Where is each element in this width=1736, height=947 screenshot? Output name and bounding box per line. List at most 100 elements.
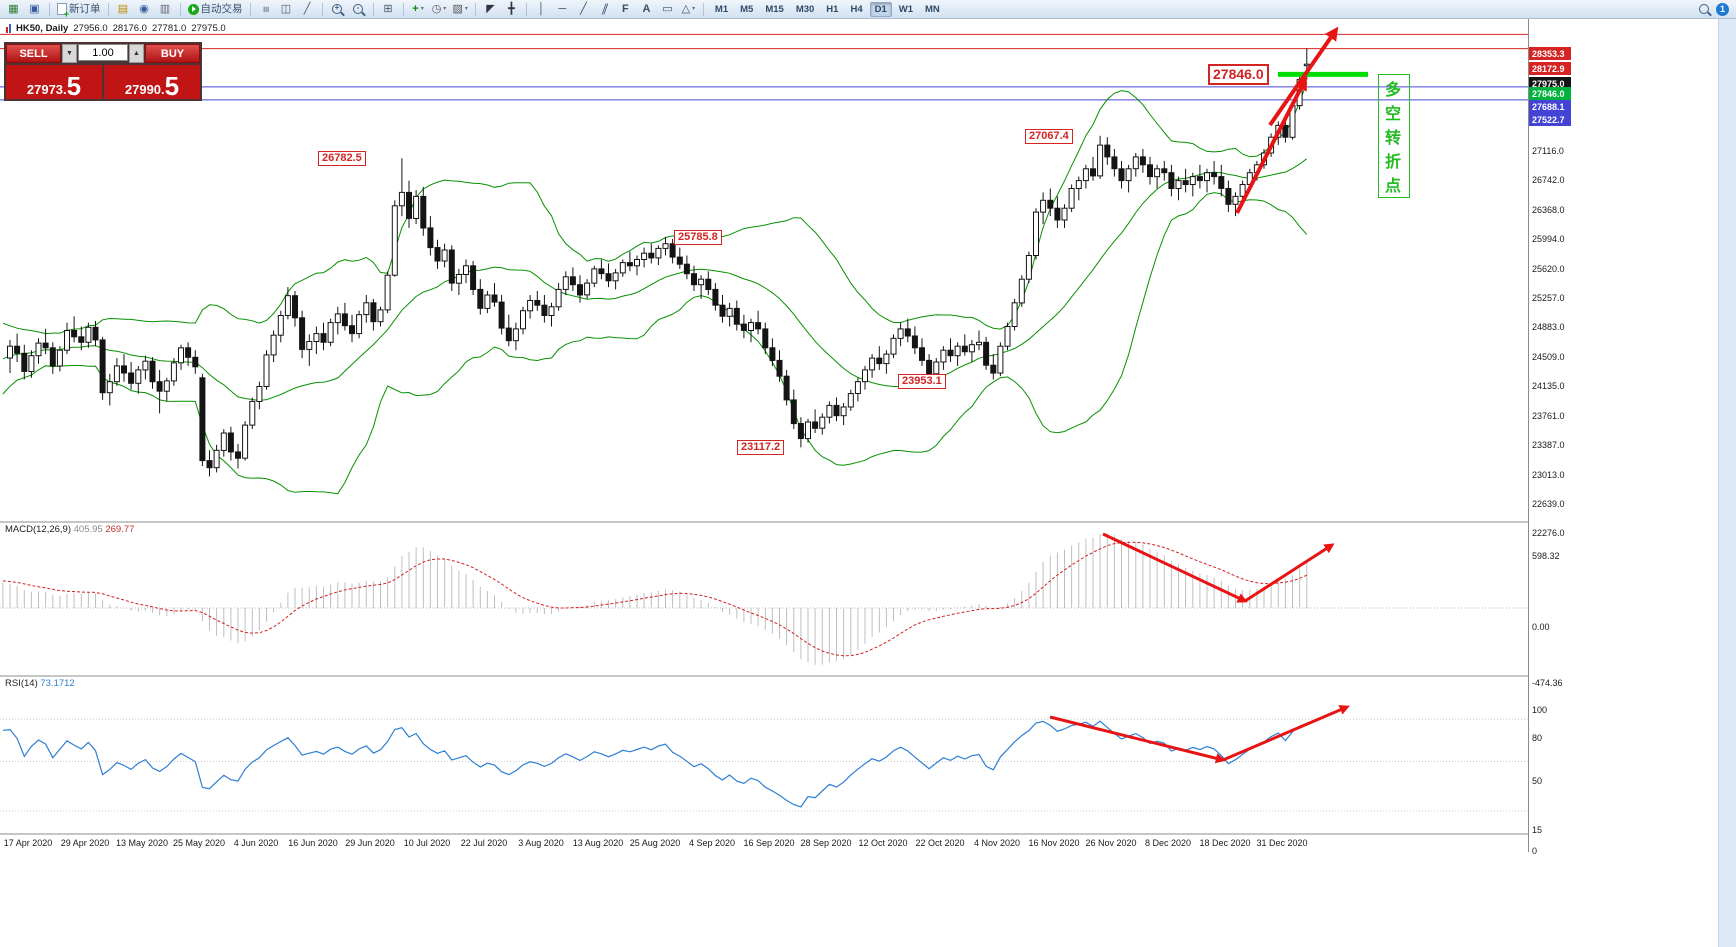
rsi-label: RSI(14): [5, 678, 38, 689]
timeframe-MN[interactable]: MN: [925, 3, 940, 15]
toolbar-separator: [49, 2, 50, 16]
toolbar-separator: [179, 2, 181, 16]
channel-icon: ∥: [599, 2, 610, 15]
price-tick: 25257.0: [1532, 293, 1565, 303]
price-tag: 28172.9: [1529, 62, 1571, 75]
new-order-icon: [57, 3, 69, 18]
one-click-trade-panel: SELL ▼ ▲ BUY 27973.5 27990.5: [4, 42, 202, 101]
timeframe-M5[interactable]: M5: [740, 3, 754, 15]
candlestick-chart-button[interactable]: ◫: [277, 2, 296, 17]
horizontal-line-icon: ─: [558, 2, 567, 15]
timeframe-M30[interactable]: M30: [795, 3, 815, 15]
line-chart-button[interactable]: ╱: [298, 2, 317, 17]
date-label: 8 Dec 2020: [1144, 838, 1192, 848]
text-button[interactable]: A: [637, 2, 656, 17]
channel-button[interactable]: ∥: [595, 2, 614, 17]
timeframe-M15[interactable]: M15: [765, 3, 784, 15]
sell-price-main: 27973.: [26, 81, 67, 97]
timeframe-M1[interactable]: M1: [714, 3, 729, 15]
search-icon[interactable]: [1699, 4, 1709, 14]
price-tick: 24135.0: [1532, 381, 1565, 391]
price-annotation: 23117.2: [737, 440, 785, 455]
rsi-axis-value: 80: [1532, 733, 1543, 743]
shapes-icon: △: [681, 2, 691, 15]
price-tick: 25620.0: [1532, 264, 1565, 274]
price-annotation: 26782.5: [318, 151, 366, 166]
volume-increase-button[interactable]: ▲: [129, 44, 144, 63]
toolbar-separator: [107, 2, 109, 16]
autotrading-button[interactable]: 自动交易: [186, 2, 245, 17]
bar-chart-button[interactable]: ≡: [256, 2, 275, 17]
account-badge[interactable]: 1: [1716, 2, 1729, 16]
indicators-icon: +: [412, 2, 419, 15]
cursor-button[interactable]: ◤: [481, 2, 500, 17]
time-axis[interactable]: 17 Apr 2020 29 Apr 2020 13 May 2020 25 May …: [0, 835, 1528, 851]
new-chart-button[interactable]: ▦: [4, 2, 23, 17]
fibonacci-icon: F: [622, 2, 629, 15]
market-watch-button[interactable]: ▤: [114, 2, 133, 17]
chart-canvas[interactable]: [0, 19, 1528, 835]
timeframe-W1[interactable]: W1: [898, 3, 914, 15]
fibonacci-button[interactable]: F: [616, 2, 635, 17]
profiles-icon: ▣: [29, 2, 40, 15]
price-tag: 27975.0: [1529, 77, 1571, 90]
navigator-icon: ◉: [139, 2, 149, 15]
price-tag: 27522.7: [1529, 113, 1571, 126]
periods-button[interactable]: ◷ ▾: [430, 2, 449, 17]
text-label-button[interactable]: ▭: [658, 2, 677, 17]
text-label-icon: ▭: [662, 2, 673, 15]
date-label: 22 Oct 2020: [915, 838, 965, 848]
date-label: 28 Sep 2020: [800, 838, 852, 848]
zoom-in-icon: +: [332, 3, 342, 14]
buy-price-display[interactable]: 27990. 5: [104, 65, 200, 99]
date-label: 29 Jun 2020: [345, 838, 395, 848]
volume-decrease-button[interactable]: ▼: [62, 44, 77, 63]
crosshair-button[interactable]: ╋: [502, 2, 521, 17]
date-label: 4 Nov 2020: [973, 838, 1021, 848]
buy-price-main: 27990.: [124, 81, 165, 97]
ohlc-high: 28176.0: [112, 23, 147, 34]
price-tick: 23013.0: [1532, 470, 1565, 480]
sell-button[interactable]: SELL: [6, 44, 61, 63]
sell-price-display[interactable]: 27973. 5: [6, 65, 102, 99]
volume-input[interactable]: [78, 44, 128, 61]
horizontal-line-button[interactable]: ─: [553, 2, 572, 17]
toolbar-separator: [402, 2, 404, 16]
price-tick: 25994.0: [1532, 234, 1565, 244]
timeframe-H1[interactable]: H1: [826, 3, 839, 15]
vertical-line-button[interactable]: │: [532, 2, 551, 17]
new-order-button[interactable]: 新订单: [55, 2, 103, 18]
indicators-button[interactable]: + ▾: [409, 2, 428, 17]
date-label: 25 Aug 2020: [629, 838, 681, 848]
autotrading-icon: [187, 3, 199, 15]
profiles-button[interactable]: ▣: [25, 2, 44, 17]
date-label: 18 Dec 2020: [1199, 838, 1251, 848]
trendline-button[interactable]: ╱: [574, 2, 593, 17]
toolbar-separator: [372, 2, 374, 16]
tile-windows-button[interactable]: ⊞: [379, 2, 398, 17]
date-label: 16 Nov 2020: [1028, 838, 1080, 848]
zoom-out-button[interactable]: -: [349, 2, 368, 17]
timeframe-H4[interactable]: H4: [850, 3, 863, 15]
templates-button[interactable]: ▨ ▾: [451, 2, 470, 17]
date-label: 17 Apr 2020: [3, 838, 53, 848]
price-tick: 26742.0: [1532, 175, 1565, 185]
terminal-button[interactable]: ▥: [156, 2, 175, 17]
toolbar-separator: [321, 2, 323, 16]
macd-label: MACD(12,26,9): [5, 524, 71, 535]
price-axis[interactable]: 27116.0 26742.0 26368.0 25994.0 25620.0 25257…: [1528, 19, 1571, 856]
rsi-axis-value: 100: [1532, 705, 1548, 715]
price-tick: 27116.0: [1532, 146, 1564, 156]
shapes-button[interactable]: △ ▾: [679, 2, 698, 17]
ohlc-open: 27956.0: [73, 23, 108, 34]
date-label: 22 Jul 2020: [460, 838, 508, 848]
buy-button[interactable]: BUY: [145, 44, 200, 63]
navigator-button[interactable]: ◉: [135, 2, 154, 17]
price-tag: 27688.1: [1529, 100, 1571, 113]
timeframe-D1[interactable]: D1: [869, 1, 892, 17]
price-annotation: 27846.0: [1208, 64, 1269, 85]
zoom-in-button[interactable]: +: [328, 2, 347, 17]
text-icon: A: [642, 2, 651, 15]
price-tick: 22276.0: [1532, 528, 1565, 538]
rsi-indicator-label: RSI(14) 73.1712: [5, 678, 75, 689]
